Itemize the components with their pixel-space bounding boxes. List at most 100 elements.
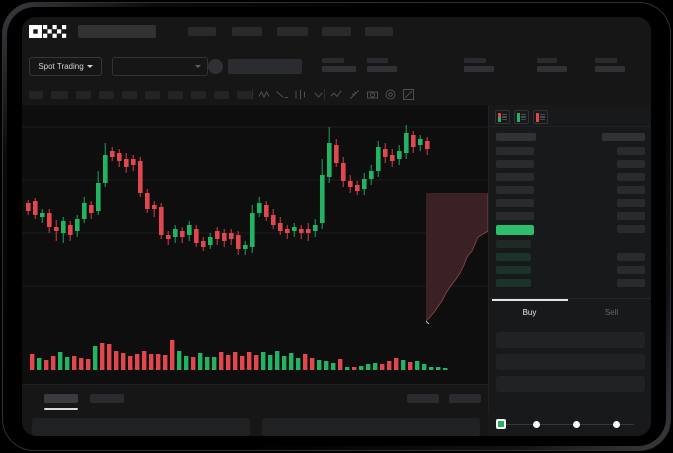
volume-bar	[240, 356, 245, 370]
order-form-field-2[interactable]	[496, 376, 645, 392]
orderbook-spread-row[interactable]	[496, 225, 534, 235]
nav-item-3[interactable]	[322, 27, 351, 36]
ticker-stat-label	[595, 58, 617, 63]
toolbar-pill-8[interactable]	[214, 91, 229, 99]
stepper-dot-1[interactable]	[533, 421, 540, 428]
orderbook-bid-row-1[interactable]	[496, 253, 531, 261]
candle-body	[264, 205, 269, 217]
orderbook-ask-row-2[interactable]	[496, 173, 534, 181]
volume-bar	[443, 368, 448, 370]
trading-pair-select[interactable]	[112, 57, 208, 76]
toolbar-pill-0[interactable]	[29, 91, 43, 99]
toggle-lines	[521, 113, 526, 121]
stepper-handle[interactable]	[496, 419, 506, 429]
orderbook-ask-row-1[interactable]	[496, 160, 534, 168]
orderbook-ask-row-4[interactable]	[496, 199, 534, 207]
tab-buy[interactable]: Buy	[522, 307, 537, 317]
toolbar-pill-9[interactable]	[237, 91, 252, 99]
camera-icon[interactable]	[366, 88, 379, 101]
fullscreen-icon[interactable]	[402, 88, 415, 101]
volume-bar	[65, 357, 70, 370]
orderbook-ask-row-3[interactable]	[496, 186, 534, 194]
depth-ask-line	[426, 193, 488, 322]
orderbook-view-both-icon[interactable]	[495, 110, 510, 124]
bottom-panel-0	[32, 418, 250, 436]
candle-body	[320, 175, 325, 223]
line-chart-icon[interactable]	[330, 88, 343, 101]
toolbar-pill-5[interactable]	[145, 91, 160, 99]
chevron-down-icon[interactable]	[312, 88, 325, 101]
volume-bar	[387, 361, 392, 370]
nav-item-2[interactable]	[277, 27, 308, 36]
volume-bar	[191, 357, 196, 370]
volume-bar	[247, 352, 252, 370]
global-search-input[interactable]	[78, 25, 156, 38]
orderbook-bid-row-3[interactable]	[496, 279, 531, 287]
stepper-dot-3[interactable]	[613, 421, 620, 428]
order-book-panel: Buy Sell	[488, 105, 651, 414]
bottom-action-button-0[interactable]	[407, 394, 439, 403]
volume-bar	[366, 364, 371, 370]
volume-bar	[142, 351, 147, 370]
volume-bar	[324, 361, 329, 370]
candle-body	[166, 235, 171, 239]
volume-bar	[380, 364, 385, 370]
volume-bar	[282, 356, 287, 370]
settings-gear-icon[interactable]	[384, 88, 397, 101]
order-form-field-1[interactable]	[496, 354, 645, 370]
candle-body	[222, 233, 227, 241]
volume-bar	[422, 364, 427, 370]
stepper-dot-2[interactable]	[573, 421, 580, 428]
toolbar-pill-4[interactable]	[122, 91, 137, 99]
toolbar-pill-3[interactable]	[99, 91, 114, 99]
market-type-selector[interactable]: Spot Trading	[29, 57, 102, 76]
toolbar-pill-1[interactable]	[51, 91, 68, 99]
indicator-wave-icon[interactable]	[258, 88, 271, 101]
candle-body	[348, 181, 353, 187]
candle-group	[26, 125, 430, 255]
ticker-stat-0	[322, 58, 356, 72]
volume-bar	[79, 358, 84, 370]
amount-percent-stepper[interactable]	[488, 414, 651, 436]
candlestick-chart[interactable]	[22, 105, 488, 412]
toolbar-pill-7[interactable]	[191, 91, 206, 99]
nav-item-0[interactable]	[188, 27, 216, 36]
nav-item-1[interactable]	[232, 27, 262, 36]
bottom-tab-1[interactable]	[90, 394, 124, 403]
orderbook-view-bids-icon[interactable]	[514, 110, 529, 124]
candle-body	[26, 203, 31, 211]
candle-body	[369, 171, 374, 179]
candle-body	[96, 183, 101, 211]
bottom-action-button-1[interactable]	[449, 394, 481, 403]
bottom-tab-0[interactable]	[44, 394, 78, 403]
candle-body	[89, 205, 94, 213]
volume-bar	[345, 367, 350, 370]
volume-bar	[149, 354, 154, 370]
candle-body	[110, 151, 115, 157]
tab-sell[interactable]: Sell	[604, 307, 619, 317]
measure-ruler-icon[interactable]	[348, 88, 361, 101]
market-header-bar: Spot Trading	[22, 47, 651, 85]
okx-logo-icon[interactable]	[29, 25, 68, 38]
candle-body	[68, 225, 73, 235]
toolbar-pill-2[interactable]	[76, 91, 91, 99]
ticker-stat-label	[537, 58, 557, 63]
orderbook-ask-row-0[interactable]	[496, 147, 534, 155]
nav-item-4[interactable]	[365, 27, 393, 36]
candle-body	[138, 161, 143, 193]
volume-series	[30, 340, 448, 370]
orderbook-bid-row-2[interactable]	[496, 266, 531, 274]
order-form-field-0[interactable]	[496, 332, 645, 348]
fib-retracement-icon[interactable]	[294, 88, 307, 101]
volume-bar	[156, 354, 161, 370]
orderbook-view-asks-icon[interactable]	[533, 110, 548, 124]
volume-bar	[184, 356, 189, 370]
orderbook-bid-row-0[interactable]	[496, 240, 531, 248]
orderbook-ask-row-5[interactable]	[496, 212, 534, 220]
candle-body	[299, 229, 304, 233]
candle-body	[187, 225, 192, 235]
trend-line-icon[interactable]	[276, 88, 289, 101]
candle-body	[376, 147, 381, 171]
candle-body	[397, 151, 402, 159]
toolbar-pill-6[interactable]	[168, 91, 183, 99]
